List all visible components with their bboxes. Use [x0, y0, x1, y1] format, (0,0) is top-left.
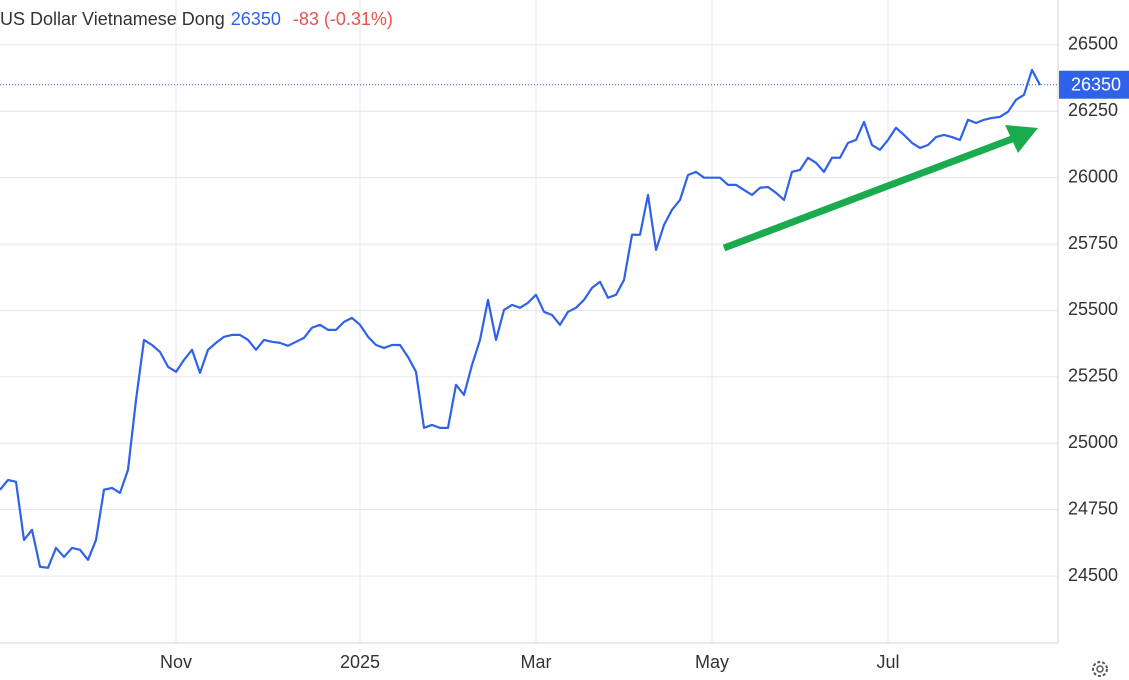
y-tick-label: 25000	[1068, 432, 1118, 452]
trend-arrow	[722, 125, 1038, 252]
price-badge-label: 26350	[1071, 74, 1121, 94]
price-badge	[1059, 70, 1129, 99]
gear-inner	[1096, 665, 1104, 673]
x-tick-label: Nov	[160, 652, 192, 672]
y-tick-label: 25500	[1068, 299, 1118, 319]
x-tick-label: Jul	[876, 652, 899, 672]
price-change: -83 (-0.31%)	[293, 9, 393, 29]
y-tick-label: 26000	[1068, 166, 1118, 186]
y-tick-label: 25250	[1068, 366, 1118, 386]
gear-outer	[1092, 661, 1108, 677]
settings-icon[interactable]	[1092, 661, 1108, 677]
last-price: 26350	[231, 9, 281, 29]
arrow-head	[1005, 125, 1038, 153]
x-tick-label: Mar	[521, 652, 552, 672]
arrow-shaft	[722, 135, 1014, 252]
y-tick-label: 26500	[1068, 34, 1118, 54]
y-tick-label: 24750	[1068, 498, 1118, 518]
y-tick-label: 25750	[1068, 233, 1118, 253]
y-tick-label: 24500	[1068, 565, 1118, 585]
x-tick-label: 2025	[340, 652, 380, 672]
y-tick-label: 26250	[1068, 100, 1118, 120]
chart-title: US Dollar Vietnamese Dong	[0, 9, 225, 29]
x-tick-label: May	[695, 652, 729, 672]
price-line	[0, 68, 1041, 569]
